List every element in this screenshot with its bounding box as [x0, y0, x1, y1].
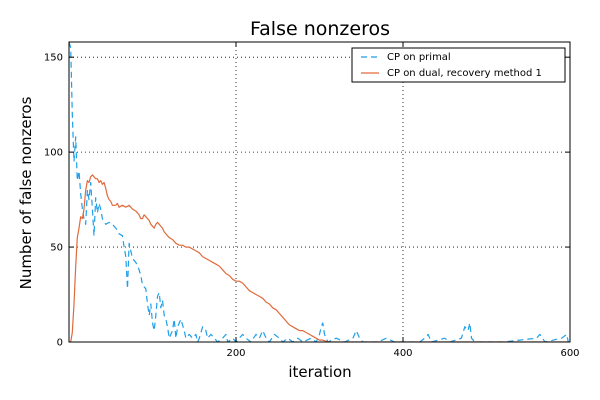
- y-tick-label-2: 100: [44, 148, 63, 159]
- legend-label-dual: CP on dual, recovery method 1: [387, 68, 542, 79]
- legend: CP on primal CP on dual, recovery method…: [351, 47, 566, 83]
- y-tick-label-3: 150: [44, 53, 63, 64]
- series-line-1: [69, 174, 570, 342]
- x-tick-label-2: 600: [560, 348, 579, 359]
- series-layer: [69, 42, 570, 342]
- y-tick-label-1: 50: [50, 243, 63, 254]
- x-tick-label-0: 200: [226, 348, 245, 359]
- axis-ticks: 200 400 600 0 50 100 150: [44, 42, 580, 359]
- x-tick-label-1: 400: [393, 348, 412, 359]
- plot-area-frame: [68, 41, 571, 343]
- x-axis-title: iteration: [288, 363, 351, 381]
- series-line-0: [69, 42, 570, 342]
- legend-label-primal: CP on primal: [387, 52, 451, 63]
- legend-box: [351, 47, 566, 83]
- y-tick-label-0: 0: [57, 338, 63, 349]
- chart-title: False nonzeros: [250, 18, 390, 40]
- y-axis-title: Number of false nonzeros: [17, 96, 35, 289]
